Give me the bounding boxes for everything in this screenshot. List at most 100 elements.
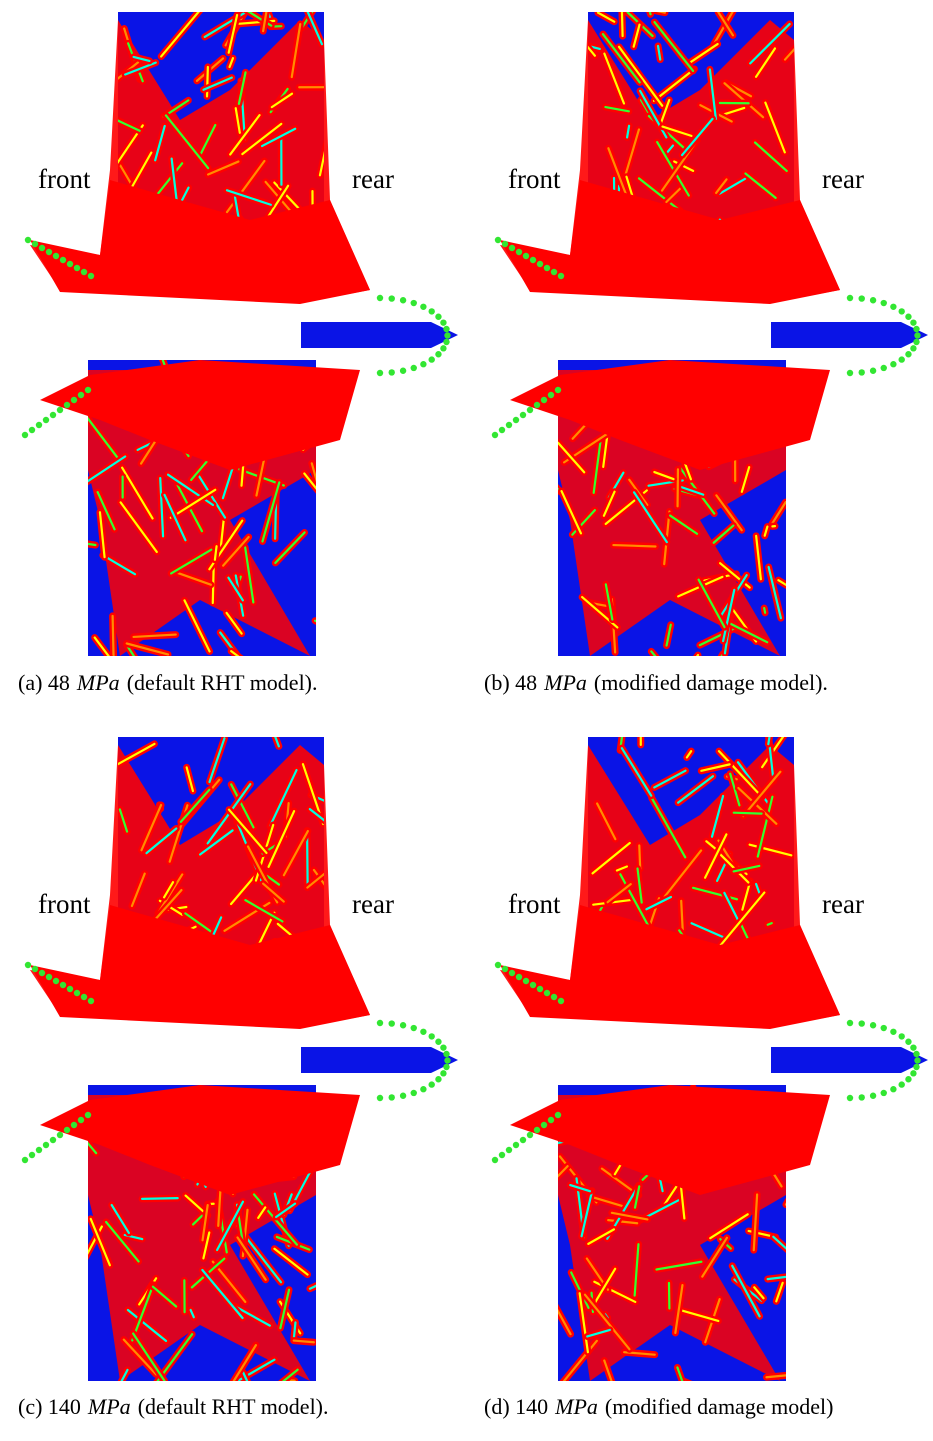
crack-edge [141, 1197, 179, 1200]
particle [898, 1081, 905, 1088]
particle [24, 236, 32, 244]
particle [498, 426, 506, 434]
particle [913, 1063, 920, 1071]
crack-edge [306, 12, 324, 46]
crack-edge [603, 52, 626, 105]
crack-edge [607, 1219, 639, 1225]
panel: front rear [21, 737, 458, 1381]
crack-edge [604, 105, 630, 113]
crack-edge [674, 1283, 684, 1335]
crack-edge [125, 642, 170, 656]
particle [869, 297, 877, 304]
crack-edge [227, 808, 268, 855]
particle [21, 431, 29, 439]
damage-texture [588, 12, 794, 275]
crack-edge [122, 1338, 158, 1376]
particle [52, 252, 60, 260]
crack-edge [230, 650, 240, 656]
particle [59, 981, 67, 989]
projectile [301, 322, 431, 348]
crack-edge [591, 841, 631, 875]
crack-edge [580, 1189, 594, 1238]
crack-edge [687, 42, 719, 65]
particle [880, 1024, 887, 1032]
caption-unit: MPa [87, 1394, 131, 1419]
crack-edge [279, 1288, 291, 1330]
crack-edge [292, 1321, 297, 1340]
crack-edge [229, 114, 261, 156]
crack-edge [314, 619, 316, 623]
front-label: front [38, 164, 91, 194]
particle [428, 308, 435, 315]
caption-unit: MPa [76, 670, 120, 695]
particle [550, 268, 558, 276]
particle [440, 1070, 447, 1077]
particle [501, 965, 509, 973]
crack-edge [126, 1308, 168, 1342]
crack-edge [650, 796, 687, 859]
crack-edge [632, 491, 668, 544]
particle [858, 295, 865, 302]
crack-edge [732, 811, 763, 815]
particle [869, 367, 877, 374]
crack-edge [154, 124, 166, 162]
particle [63, 401, 71, 409]
crack-edge [118, 61, 140, 80]
crack-edge [655, 1260, 703, 1271]
crack-edge [163, 493, 187, 542]
crack-edge [305, 829, 309, 888]
crack-edge [185, 766, 195, 793]
crack-edge [273, 1247, 309, 1276]
caption-suffix: (default RHT model). [138, 1394, 329, 1419]
crack-edge [596, 802, 617, 841]
crack-edge [764, 101, 786, 154]
particle [890, 361, 897, 368]
particle [87, 272, 95, 280]
crack-edge [756, 795, 774, 858]
particle [440, 1044, 447, 1051]
crack-edge [652, 67, 696, 102]
crack-edge [653, 470, 675, 481]
particle [846, 1019, 854, 1027]
particle [529, 256, 537, 264]
crack-edge [558, 487, 562, 493]
crack-edge [274, 531, 306, 565]
crack-edge [300, 12, 314, 29]
crack-edge [715, 178, 728, 195]
crack-edge [88, 455, 127, 483]
crack-edge [132, 633, 177, 639]
crack-edge [88, 1141, 98, 1155]
crack-edge [753, 1286, 765, 1300]
upper-bulge [500, 180, 840, 304]
projectile [771, 322, 901, 348]
crack-edge [742, 770, 782, 818]
caption: (d) 140 MPa (modified damage model) [484, 1394, 833, 1419]
crack-edge [306, 872, 324, 889]
particle [84, 1111, 92, 1119]
crack-edge [202, 76, 233, 91]
crack-edge [130, 872, 146, 908]
crack-edge [617, 45, 664, 107]
particle [519, 411, 527, 419]
particle [547, 391, 555, 399]
panel: front rear [491, 12, 928, 656]
particle [533, 401, 541, 409]
crack-edge [740, 466, 751, 493]
crack-edge [163, 881, 175, 899]
crack-edge [237, 71, 247, 105]
crack-edge [681, 117, 714, 157]
particle [522, 977, 530, 985]
particle [399, 367, 407, 374]
crack-edge [700, 763, 731, 772]
particle [890, 303, 897, 310]
crack-edge [763, 525, 769, 537]
particle [494, 961, 502, 969]
crack-edge [712, 12, 734, 46]
particle [536, 985, 544, 993]
crack-edge [310, 462, 316, 483]
particle [543, 989, 551, 997]
crack-edge [604, 583, 614, 621]
particle [42, 1141, 50, 1149]
caption-suffix: (modified damage model) [605, 1394, 833, 1419]
